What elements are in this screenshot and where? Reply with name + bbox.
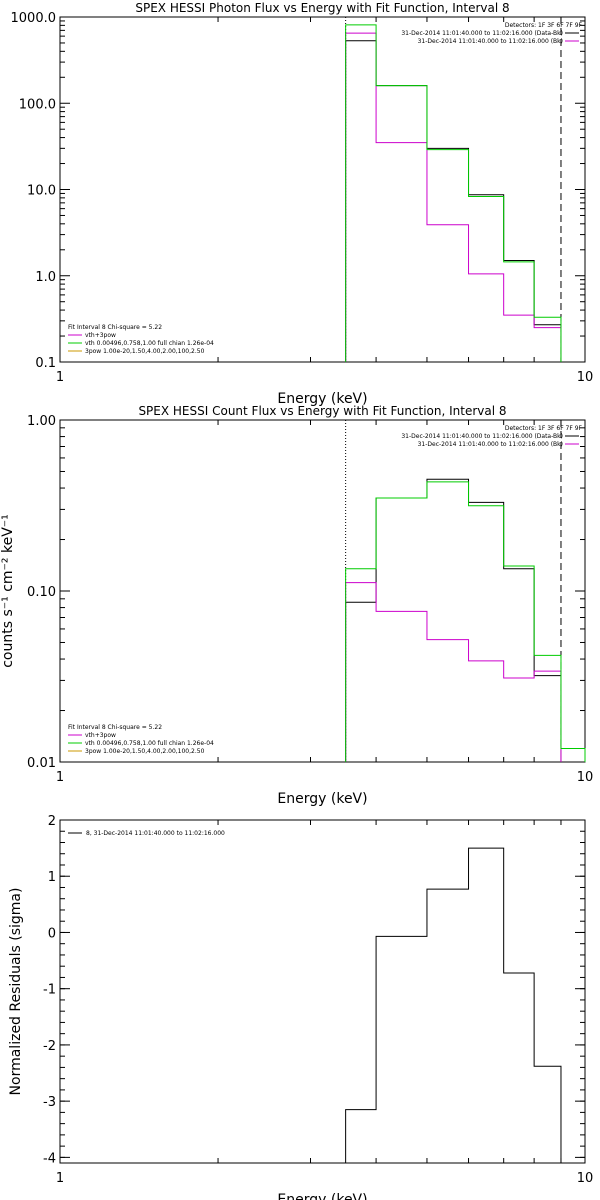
panel1-series-bk-line (345, 32, 562, 362)
panel2-legend-tr-text: 31-Dec-2014 11:01:40.000 to 11:02:16.000… (418, 441, 563, 448)
panel1-title: SPEX HESSI Photon Flux vs Energy with Fi… (135, 1, 509, 15)
panel3-y-tick-label: -3 (43, 1095, 56, 1110)
panel2-plot-frame (59, 419, 586, 763)
panel1-series-data-bk-line (345, 40, 562, 362)
panel3-y-tick-label: -2 (43, 1039, 56, 1054)
panel2-x-tick-label: 1 (56, 770, 64, 785)
panel2-legend-bl-text: vth 0.00496,0.758,1.00 full chian 1.26e-… (85, 740, 214, 747)
panel1-y-tick-label: 10.0 (27, 184, 56, 199)
panel1-x-tick-label: 1 (56, 370, 64, 385)
panel2-y-axis-label: counts s⁻¹ cm⁻² keV⁻¹ (0, 514, 16, 668)
panel3-x-axis-label: Energy (keV) (277, 1192, 367, 1200)
panel3-y-tick-label: -1 (43, 983, 56, 998)
panel1-legend-tr-text: 31-Dec-2014 11:01:40.000 to 11:02:16.000… (401, 30, 563, 37)
panel2-series-data-bk-line (345, 478, 562, 762)
panel2-series-bk-line (345, 582, 562, 762)
panel1-y-tick-label: 0.1 (35, 356, 56, 371)
panel2-y-tick-label: 0.01 (27, 756, 56, 771)
panel3-y-tick-label: 1 (48, 870, 56, 885)
panel1-legend-bl-text: vth 0.00496,0.758,1.00 full chian 1.26e-… (85, 340, 214, 347)
panel1-x-axis-label: Energy (keV) (277, 391, 367, 407)
panel1-legend-tr-text: 31-Dec-2014 11:01:40.000 to 11:02:16.000… (418, 38, 563, 45)
panel1-x-tick-label: 10 (577, 370, 594, 385)
panel3-y-tick-label: 2 (48, 814, 56, 829)
panel1-y-tick-label: 1.0 (35, 270, 56, 285)
panel3-y-tick-label: 0 (48, 926, 56, 941)
panel1-plot-frame (59, 16, 586, 363)
panel2-legend-tr-text: 31-Dec-2014 11:01:40.000 to 11:02:16.000… (401, 433, 563, 440)
panel2-series-vth-line (345, 481, 586, 762)
panel3-y-axis-label: Normalized Residuals (sigma) (8, 888, 24, 1096)
panel2-legend-bl-text: vth+3pow (85, 732, 116, 739)
panel1-legend-tr-text: Detectors: 1F 3F 6F 7F 9F (505, 22, 583, 29)
panel2-title: SPEX HESSI Count Flux vs Energy with Fit… (138, 404, 506, 418)
panel2-x-tick-label: 10 (577, 770, 594, 785)
panel3-x-tick-label: 10 (577, 1171, 594, 1186)
panel2-x-axis-label: Energy (keV) (277, 791, 367, 807)
panel3-series-residuals-line (345, 847, 562, 1163)
panel3-x-tick-label: 1 (56, 1171, 64, 1186)
panel1-series-vth-line (345, 24, 562, 362)
panel1-legend-bl-text: Fit Interval 8 Chi-square = 5.22 (68, 324, 162, 331)
panel2-legend-bl-text: 3pow 1.00e-20,1.50,4.00,2.00,100,2.50 (85, 748, 205, 755)
panel3-y-tick-label: -4 (43, 1151, 56, 1166)
panel1-legend-bl-text: vth+3pow (85, 332, 116, 339)
panel1-y-tick-label: 100.0 (19, 97, 56, 112)
panel3-legend-tl-text: 8, 31-Dec-2014 11:01:40.000 to 11:02:16.… (86, 830, 225, 837)
panel1-y-tick-label: 1000.0 (11, 11, 57, 26)
panel1-legend-bl-text: 3pow 1.00e-20,1.50,4.00,2.00,100,2.50 (85, 348, 205, 355)
panel2-legend-bl-text: Fit Interval 8 Chi-square = 5.22 (68, 724, 162, 731)
panel2-legend-tr-text: Detectors: 1F 3F 6F 7F 9F (505, 425, 583, 432)
panel3-plot-frame (59, 819, 586, 1164)
panel2-y-tick-label: 0.10 (27, 585, 56, 600)
panel2-y-tick-label: 1.00 (27, 414, 56, 429)
